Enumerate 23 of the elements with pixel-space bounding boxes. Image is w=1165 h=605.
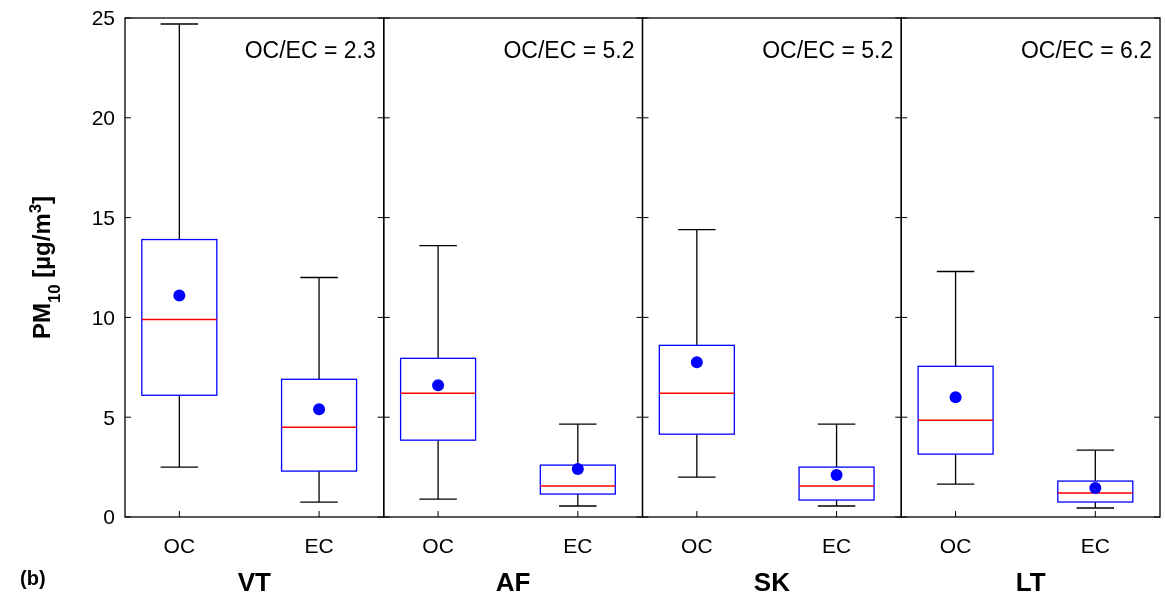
x-tick-label: EC [821, 534, 852, 557]
annotation: OC/EC = 6.2 [1020, 37, 1152, 63]
x-tick-label: OC [939, 534, 972, 557]
y-tick-label: 20 [91, 106, 115, 130]
x-tick-label: OC [422, 534, 454, 557]
y-tick-label: 25 [91, 6, 115, 30]
x-tick-label: EC [1080, 534, 1110, 557]
annotation: OC/EC = 5.2 [762, 37, 894, 63]
x-tick-label: EC [563, 534, 593, 557]
y-tick-label: 10 [91, 305, 115, 329]
annotation: OC/EC = 5.2 [503, 37, 635, 63]
x-tick-label: EC [304, 534, 334, 557]
text: (b) [20, 567, 46, 589]
y-tick-label: 15 [91, 205, 115, 229]
x-axis-title: SK [753, 567, 791, 597]
x-axis-title: VT [237, 567, 272, 597]
x-tick-label: OC [681, 534, 713, 557]
y-tick-label: 0 [103, 505, 115, 529]
x-axis-title: AF [495, 567, 531, 597]
y-tick-label: 5 [103, 405, 115, 429]
x-axis-title: LT [1015, 567, 1046, 597]
x-tick-label: OC [163, 534, 196, 557]
annotation: OC/EC = 2.3 [244, 37, 376, 63]
